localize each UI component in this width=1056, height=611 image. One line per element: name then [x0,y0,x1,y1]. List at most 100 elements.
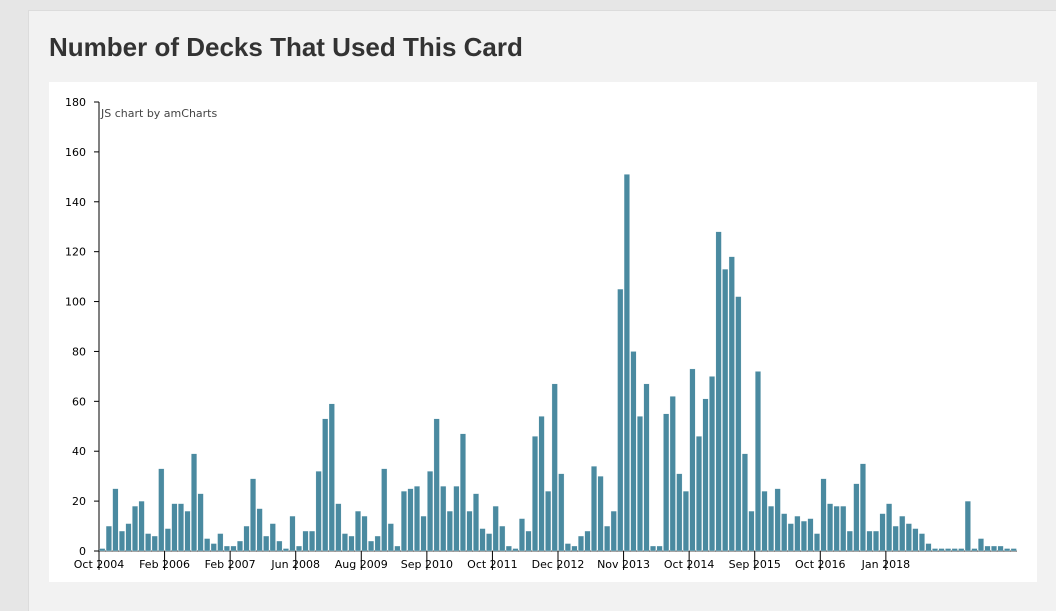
bar[interactable] [958,548,965,552]
bar[interactable] [440,485,447,552]
bar[interactable] [840,505,847,552]
bar[interactable] [768,505,775,552]
bar[interactable] [578,535,584,552]
bar[interactable] [873,530,879,552]
bar[interactable] [637,416,643,552]
bar[interactable] [846,530,853,552]
bar[interactable] [938,548,945,552]
bar[interactable] [197,493,204,552]
bar[interactable] [650,545,657,552]
bar[interactable] [630,351,637,552]
bar[interactable] [525,530,532,552]
bar[interactable] [741,453,748,552]
bar[interactable] [519,518,525,552]
bar[interactable] [643,383,650,552]
bar[interactable] [978,538,984,552]
bar[interactable] [1004,548,1011,552]
bar[interactable] [315,471,322,552]
bar[interactable] [322,418,329,552]
bar[interactable] [256,508,263,552]
bar[interactable] [912,528,919,552]
bar[interactable] [125,523,132,552]
bar[interactable] [964,500,971,552]
bar[interactable] [466,510,473,552]
bar[interactable] [505,545,512,552]
bar[interactable] [886,503,893,552]
bar[interactable] [945,548,952,552]
bar[interactable] [178,503,184,552]
bar[interactable] [538,416,545,552]
bar[interactable] [309,530,316,552]
bar[interactable] [702,398,709,552]
bar[interactable] [617,288,624,552]
bar[interactable] [794,515,801,552]
bar[interactable] [302,530,309,552]
bar[interactable] [486,533,493,552]
bar[interactable] [722,268,729,552]
bar[interactable] [348,535,355,552]
bar[interactable] [387,523,394,552]
bar[interactable] [492,505,499,552]
bar[interactable] [158,468,165,552]
bar[interactable] [604,525,611,552]
bar[interactable] [433,418,440,552]
bar[interactable] [532,436,538,552]
bar[interactable] [787,523,794,552]
bar[interactable] [223,545,230,552]
bar[interactable] [164,528,171,552]
bar[interactable] [243,525,250,552]
bar[interactable] [892,525,899,552]
bar[interactable] [755,371,761,552]
bar[interactable] [184,510,191,552]
bar[interactable] [171,503,178,552]
amcharts-credit-link[interactable]: JS chart by amCharts [100,107,217,120]
bar[interactable] [361,515,368,552]
bar[interactable] [879,513,886,552]
bar[interactable] [105,525,112,552]
bar[interactable] [584,530,591,552]
bar[interactable] [414,485,420,552]
bar[interactable] [355,510,361,552]
bar[interactable] [558,473,565,552]
bar[interactable] [1010,548,1017,552]
bar[interactable] [341,533,348,552]
bar[interactable] [859,463,866,552]
bar[interactable] [918,533,925,552]
bar[interactable] [400,490,407,552]
bar[interactable] [138,500,145,552]
bar[interactable] [217,533,224,552]
bar[interactable] [282,548,289,552]
bar[interactable] [545,490,552,552]
bar[interactable] [800,520,807,552]
bar[interactable] [748,510,755,552]
bar[interactable] [591,466,597,552]
bar[interactable] [276,540,283,552]
bar[interactable] [781,513,788,552]
bar[interactable] [669,396,676,552]
bar[interactable] [407,488,414,552]
bar[interactable] [250,478,257,552]
bar[interactable] [905,523,912,552]
bar[interactable] [833,505,840,552]
bar[interactable] [368,540,375,552]
bar[interactable] [453,485,460,552]
bar[interactable] [984,545,991,552]
bar[interactable] [473,493,479,552]
bar[interactable] [709,376,716,552]
bar[interactable] [204,538,211,552]
bar[interactable] [761,490,768,552]
bar[interactable] [119,530,125,552]
bar[interactable] [899,515,906,552]
bar[interactable] [269,523,276,552]
bar[interactable] [210,543,217,552]
bar[interactable] [132,505,139,552]
bar[interactable] [971,548,978,552]
bar[interactable] [112,488,119,552]
bar[interactable] [191,453,198,552]
bar[interactable] [296,545,302,552]
bar[interactable] [551,383,558,552]
bar[interactable] [99,548,106,552]
bar[interactable] [827,503,834,552]
bar[interactable] [145,533,152,552]
bar[interactable] [997,545,1004,552]
